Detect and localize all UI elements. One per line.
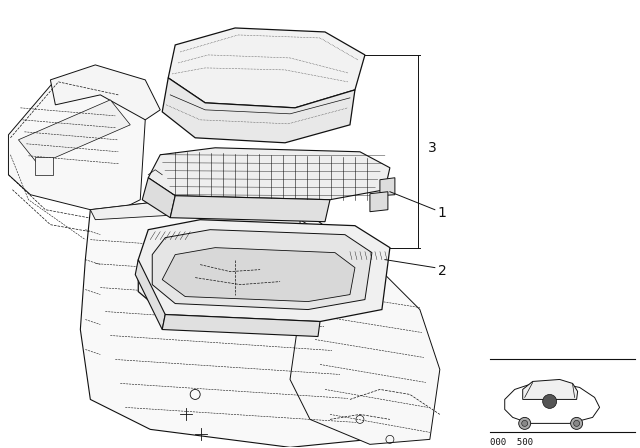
Polygon shape <box>380 178 395 196</box>
Circle shape <box>522 420 528 426</box>
Polygon shape <box>170 196 330 222</box>
Polygon shape <box>8 80 145 215</box>
Circle shape <box>518 418 531 429</box>
Text: 3: 3 <box>428 141 436 155</box>
Polygon shape <box>162 314 320 336</box>
Circle shape <box>571 418 582 429</box>
Polygon shape <box>162 248 355 302</box>
Polygon shape <box>90 200 220 220</box>
Circle shape <box>543 394 557 409</box>
Polygon shape <box>51 65 160 120</box>
Polygon shape <box>81 200 380 448</box>
Polygon shape <box>152 230 372 310</box>
Text: 2: 2 <box>438 263 447 278</box>
Polygon shape <box>138 220 390 322</box>
Polygon shape <box>168 28 365 108</box>
Polygon shape <box>135 260 165 330</box>
Polygon shape <box>19 100 131 165</box>
Polygon shape <box>142 178 175 218</box>
Polygon shape <box>505 383 600 423</box>
Polygon shape <box>162 78 355 143</box>
Text: 000  500: 000 500 <box>490 438 532 447</box>
Polygon shape <box>523 379 578 400</box>
Text: 1: 1 <box>438 206 447 220</box>
Polygon shape <box>148 148 390 200</box>
Polygon shape <box>290 220 440 444</box>
FancyBboxPatch shape <box>35 157 53 175</box>
Polygon shape <box>370 192 388 212</box>
Circle shape <box>573 420 580 426</box>
